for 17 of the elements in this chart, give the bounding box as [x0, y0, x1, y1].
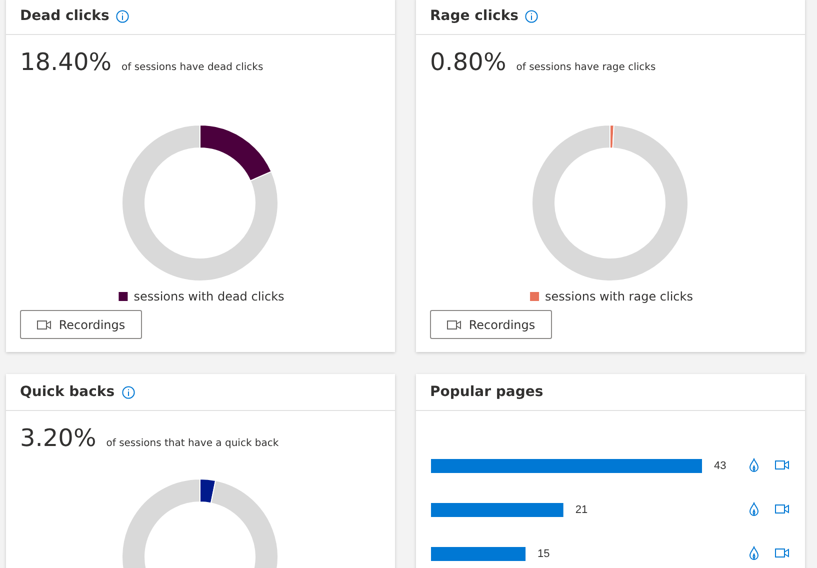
chart-title: Rage clicks [430, 8, 518, 24]
data-label: 21 [575, 504, 588, 516]
text: 3.20% [20, 424, 96, 452]
text: 18.40% [20, 48, 112, 76]
chart-title: Quick backs [20, 384, 115, 400]
legend-label: sessions with rage clicks [545, 290, 693, 304]
text: Recordings [58, 318, 126, 332]
legend-label: sessions with dead clicks [134, 290, 284, 304]
text: of sessions have rage clicks [516, 62, 656, 73]
data-label: 15 [538, 548, 550, 560]
data-label: 43 [714, 460, 726, 472]
text: Recordings [468, 318, 536, 332]
text: 0.80% [430, 48, 506, 76]
chart-title: Popular pages [430, 384, 544, 400]
chart-title: Dead clicks [20, 8, 110, 24]
text: of sessions have dead clicks [122, 62, 264, 73]
text: of sessions that have a quick back [106, 438, 279, 449]
